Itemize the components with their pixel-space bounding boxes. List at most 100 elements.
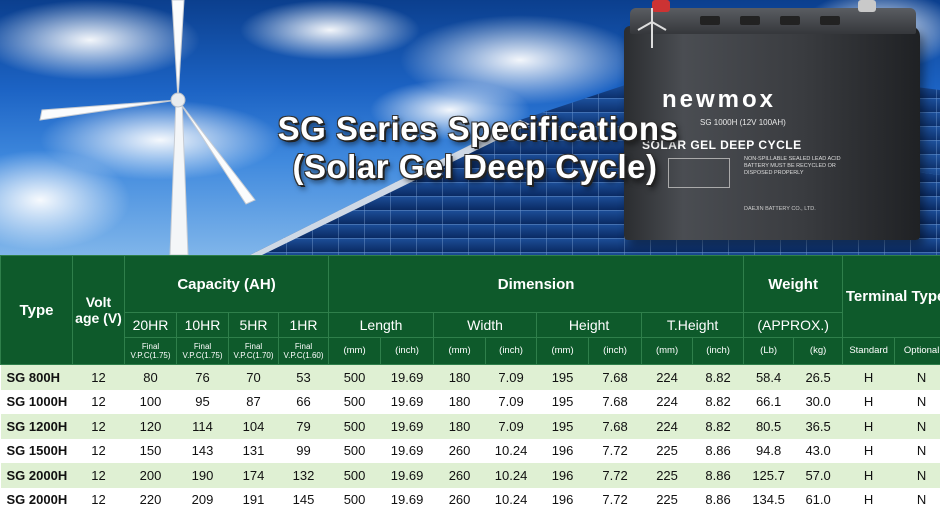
unit-mm: (mm) [328, 337, 382, 365]
table-cell: 196 [536, 463, 589, 488]
table-cell: H [842, 487, 895, 512]
table-cell: 224 [641, 389, 693, 414]
table-cell: 94.8 [743, 438, 794, 463]
table-cell: 8.86 [692, 463, 744, 488]
table-row: SG 1000H 12 100 95 87 66 500 19.69 180 7.09 195 7.6… [0, 389, 940, 414]
table-cell: 8.86 [692, 487, 744, 512]
table-cell: 7.68 [588, 364, 642, 390]
battery-body [624, 26, 920, 240]
table-cell: 225 [641, 487, 693, 512]
unit-inch: (inch) [485, 337, 538, 365]
table-cell: 7.68 [588, 389, 642, 414]
table-cell: 19.69 [380, 414, 434, 439]
header-width: Width [433, 312, 538, 338]
table-cell: 58.4 [743, 364, 794, 390]
battery-model-label: SG 1000H (12V 100AH) [700, 118, 786, 127]
final-label: Final [141, 342, 160, 351]
vent-cap [780, 16, 800, 25]
table-cell: 125.7 [743, 463, 794, 488]
table-cell: 57.0 [793, 463, 843, 488]
table-cell: 70 [228, 364, 279, 390]
table-cell: 180 [433, 414, 486, 439]
model-cell: SG 800H [0, 364, 73, 390]
table-cell: 19.69 [380, 487, 434, 512]
table-cell: 19.69 [380, 389, 434, 414]
header-voltage: Volt age (V) [72, 255, 125, 365]
table-cell: 7.72 [588, 438, 642, 463]
table-cell: 225 [641, 463, 693, 488]
model-cell: SG 1000H [0, 389, 73, 414]
vent-cap [740, 16, 760, 25]
model-cell: SG 2000H [0, 463, 73, 488]
battery-fine-print: NON-SPILLABLE SEALED LEAD ACID BATTERY M… [744, 156, 841, 176]
table-cell: 174 [228, 463, 279, 488]
table-cell: 66.1 [743, 389, 794, 414]
table-cell: 260 [433, 438, 486, 463]
vent-cap [700, 16, 720, 25]
header-capacity: Capacity (AH) [123, 255, 330, 313]
unit-kg: (kg) [793, 337, 844, 365]
table-cell: 134.5 [743, 487, 794, 512]
table-cell: 131 [228, 438, 279, 463]
table-cell: 209 [176, 487, 229, 512]
header-length: Length [328, 312, 435, 338]
table-cell: 195 [536, 389, 589, 414]
table-cell: 7.09 [485, 364, 537, 390]
table-cell: 12 [72, 389, 125, 414]
table-cell: 80 [124, 364, 177, 390]
table-cell: 104 [228, 414, 279, 439]
specifications-table: Type Volt age (V) Capacity (AH) Dimensio… [0, 255, 940, 512]
vpc-label: V.P.C(1.70) [233, 351, 274, 360]
table-cell: 8.82 [692, 414, 744, 439]
final-label: Final [193, 342, 212, 351]
header-final-vpc: Final V.P.C(1.75) [124, 337, 177, 365]
table-cell: 7.09 [485, 389, 537, 414]
table-cell: 99 [278, 438, 329, 463]
table-cell: 132 [278, 463, 329, 488]
table-row: SG 2000H 12 200 190 174 132 500 19.69 260 10.24 19… [0, 463, 940, 488]
table-cell: 260 [433, 463, 486, 488]
table-cell: 95 [176, 389, 229, 414]
table-cell: H [842, 389, 895, 414]
table-cell: 8.82 [692, 364, 744, 390]
table-cell: 180 [433, 389, 486, 414]
table-cell: 8.86 [692, 438, 744, 463]
vent-cap [820, 16, 840, 25]
table-cell: 8.82 [692, 389, 744, 414]
header-weight-approx: (APPROX.) [743, 312, 844, 338]
battery-series-label: SOLAR GEL DEEP CYCLE [642, 138, 802, 152]
unit-optional: Optional [894, 337, 940, 365]
header-final-vpc: Final V.P.C(1.75) [176, 337, 229, 365]
table-cell: 100 [124, 389, 177, 414]
table-cell: 19.69 [380, 463, 434, 488]
vpc-label: V.P.C(1.60) [283, 351, 324, 360]
table-cell: 224 [641, 414, 693, 439]
page-subtitle: (Solar Gel Deep Cycle) [292, 148, 658, 185]
battery-brand-logo: newmox [662, 86, 777, 113]
negative-terminal-icon [858, 0, 876, 12]
header-10hr: 10HR [176, 312, 229, 338]
unit-mm: (mm) [433, 337, 487, 365]
header-t-height: T.Height [641, 312, 745, 338]
table-cell: 196 [536, 438, 589, 463]
table-cell: 500 [328, 438, 381, 463]
page-title: SG Series Specifications [277, 110, 679, 147]
table-cell: 10.24 [485, 463, 537, 488]
table-cell: 260 [433, 487, 486, 512]
table-cell: 7.68 [588, 414, 642, 439]
model-cell: SG 2000H [0, 487, 73, 512]
unit-lb: (Lb) [743, 337, 795, 365]
header-height: Height [536, 312, 643, 338]
header-weight: Weight [743, 255, 844, 313]
table-cell: 19.69 [380, 438, 434, 463]
table-cell: 114 [176, 414, 229, 439]
table-cell: 195 [536, 364, 589, 390]
battery-image: newmox SG 1000H (12V 100AH) SOLAR GEL DE… [624, 0, 924, 240]
table-cell: 10.24 [485, 438, 537, 463]
table-cell: 12 [72, 364, 125, 390]
table-cell: 26.5 [793, 364, 843, 390]
table-cell: 76 [176, 364, 229, 390]
table-cell: 19.69 [380, 364, 434, 390]
table-cell: 143 [176, 438, 229, 463]
table-cell: N [894, 389, 940, 414]
